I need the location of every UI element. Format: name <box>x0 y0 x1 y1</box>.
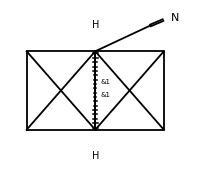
Text: H: H <box>92 151 99 161</box>
Text: &1: &1 <box>100 92 110 98</box>
Text: &1: &1 <box>100 79 110 85</box>
Text: N: N <box>171 13 179 23</box>
Text: H: H <box>92 20 99 30</box>
